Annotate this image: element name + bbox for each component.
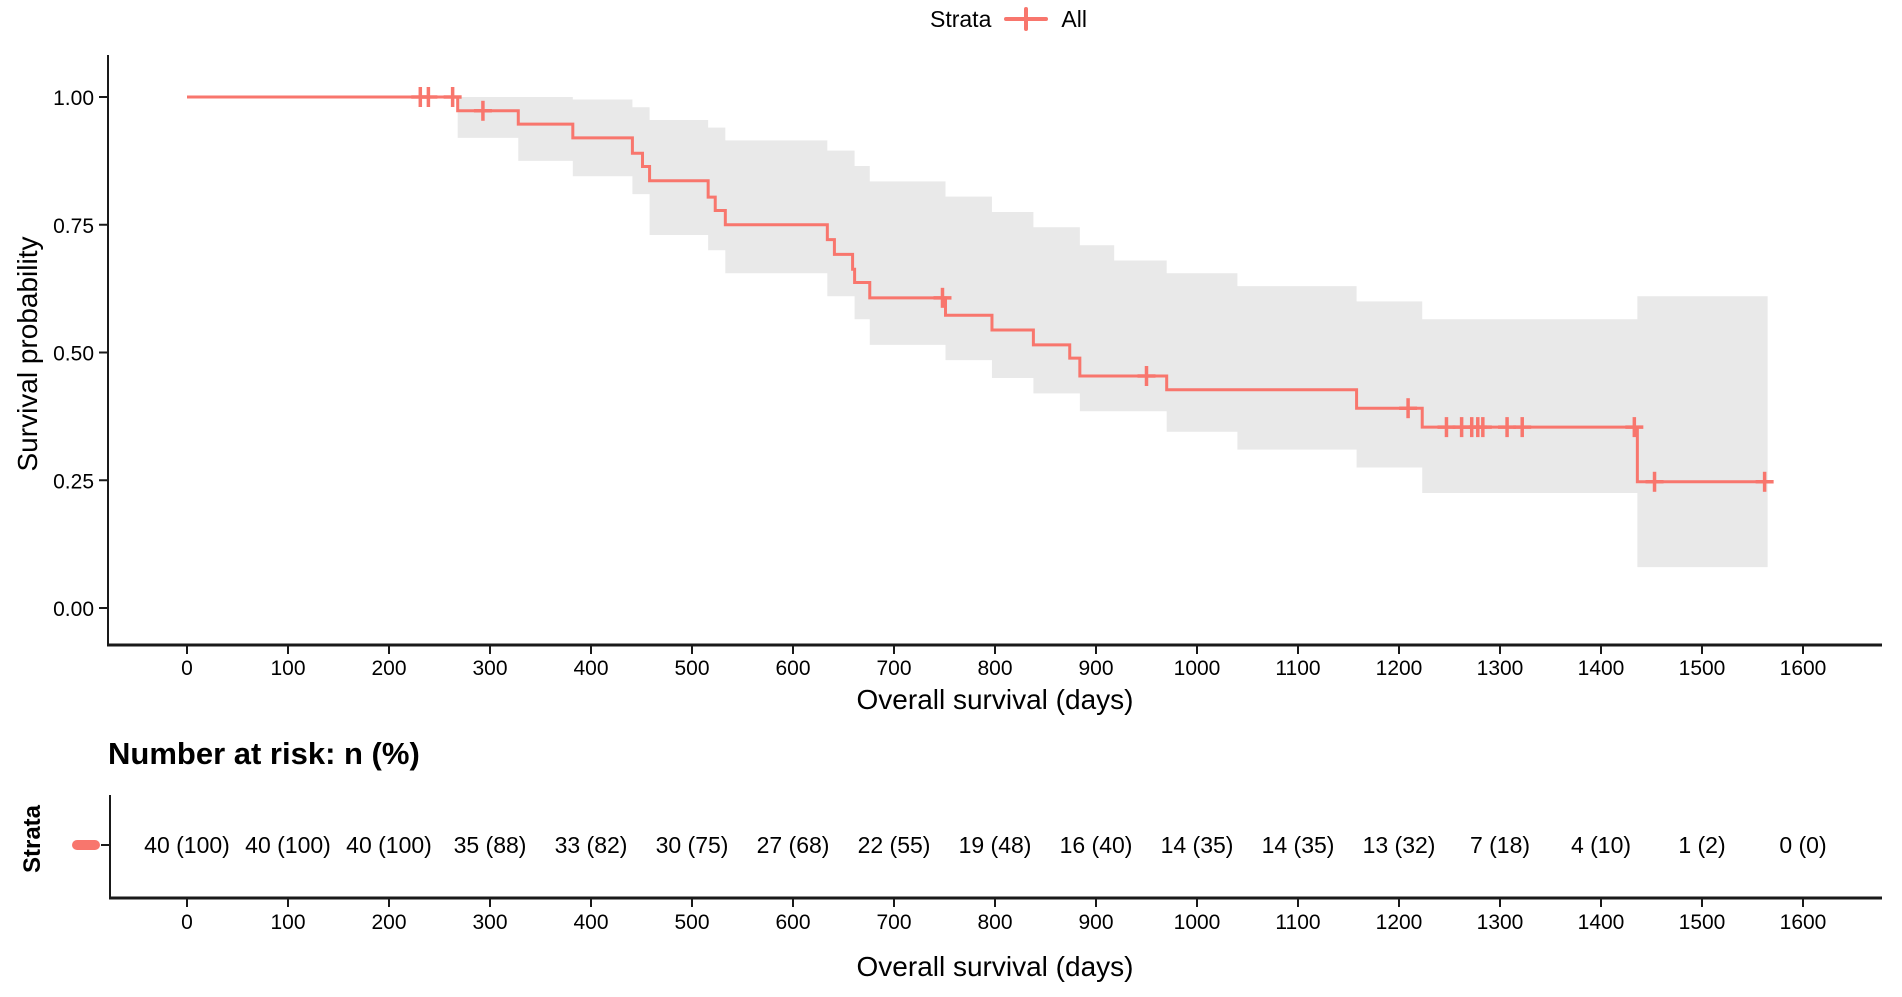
survival-curve	[187, 95, 1765, 484]
legend-key-plus-icon	[1003, 5, 1049, 33]
x-tick-label: 300	[472, 657, 507, 680]
y-tick-label: 0.00	[53, 598, 94, 621]
legend-item-label: All	[1061, 5, 1087, 32]
risk-value: 14 (35)	[1262, 832, 1335, 858]
risk-value: 14 (35)	[1161, 832, 1234, 858]
x-tick-label: 500	[674, 657, 709, 680]
x-tick-label: 1100	[1275, 657, 1320, 680]
confidence-band	[457, 97, 1768, 568]
risk-x-tick-label: 1600	[1780, 911, 1827, 934]
risk-x-tick-label: 0	[181, 911, 193, 934]
x-tick-label: 100	[270, 657, 305, 680]
y-tick-label: 0.25	[53, 470, 94, 493]
risk-strata-color-swatch	[72, 840, 100, 850]
risk-value: 22 (55)	[858, 832, 931, 858]
risk-x-tick-label: 900	[1078, 911, 1113, 934]
risk-x-tick-label: 1200	[1376, 911, 1423, 934]
risk-x-tick-label: 600	[775, 911, 810, 934]
y-tick-label: 0.50	[53, 343, 94, 366]
x-tick-label: 400	[573, 657, 608, 680]
x-tick-label: 600	[775, 657, 810, 680]
risk-value: 13 (32)	[1363, 832, 1436, 858]
x-tick-label: 900	[1078, 657, 1113, 680]
x-axis-title: Overall survival (days)	[856, 684, 1134, 715]
x-tick-label: 1500	[1679, 657, 1726, 680]
x-tick-label: 1000	[1174, 657, 1221, 680]
risk-value: 40 (100)	[245, 832, 331, 858]
x-tick-label: 1300	[1477, 657, 1524, 680]
risk-x-tick-label: 100	[270, 911, 305, 934]
y-tick-label: 1.00	[53, 87, 94, 110]
risk-x-tick-label: 1400	[1578, 911, 1625, 934]
risk-x-tick-label: 200	[371, 911, 406, 934]
risk-x-tick-label: 1100	[1275, 911, 1320, 934]
risk-x-tick-label: 1000	[1174, 911, 1221, 934]
risk-value: 35 (88)	[454, 832, 527, 858]
risk-value: 33 (82)	[555, 832, 628, 858]
risk-value: 4 (10)	[1571, 832, 1631, 858]
risk-x-tick-label: 300	[472, 911, 507, 934]
risk-table-title: Number at risk: n (%)	[108, 736, 420, 771]
risk-value: 40 (100)	[144, 832, 230, 858]
x-tick-label: 200	[371, 657, 406, 680]
risk-x-axis-title: Overall survival (days)	[856, 951, 1134, 982]
x-tick-label: 1200	[1376, 657, 1423, 680]
risk-x-tick-label: 800	[977, 911, 1012, 934]
risk-value: 27 (68)	[757, 832, 830, 858]
x-tick-label: 0	[181, 657, 193, 680]
x-tick-label: 1400	[1578, 657, 1625, 680]
risk-value: 30 (75)	[656, 832, 729, 858]
risk-value: 40 (100)	[346, 832, 432, 858]
x-tick-label: 1600	[1780, 657, 1827, 680]
legend: Strata All	[930, 5, 1087, 33]
risk-x-tick-label: 700	[876, 911, 911, 934]
risk-value: 1 (2)	[1678, 832, 1725, 858]
risk-x-tick-label: 1500	[1679, 911, 1726, 934]
x-tick-label: 800	[977, 657, 1012, 680]
risk-x-tick-label: 400	[573, 911, 608, 934]
y-tick-label: 0.75	[53, 215, 94, 238]
x-tick-label: 700	[876, 657, 911, 680]
risk-value: 19 (48)	[959, 832, 1032, 858]
risk-x-tick-label: 500	[674, 911, 709, 934]
risk-value: 16 (40)	[1060, 832, 1133, 858]
legend-title: Strata	[930, 5, 992, 32]
risk-value: 7 (18)	[1470, 832, 1530, 858]
risk-x-tick-label: 1300	[1477, 911, 1524, 934]
risk-value: 0 (0)	[1779, 832, 1826, 858]
